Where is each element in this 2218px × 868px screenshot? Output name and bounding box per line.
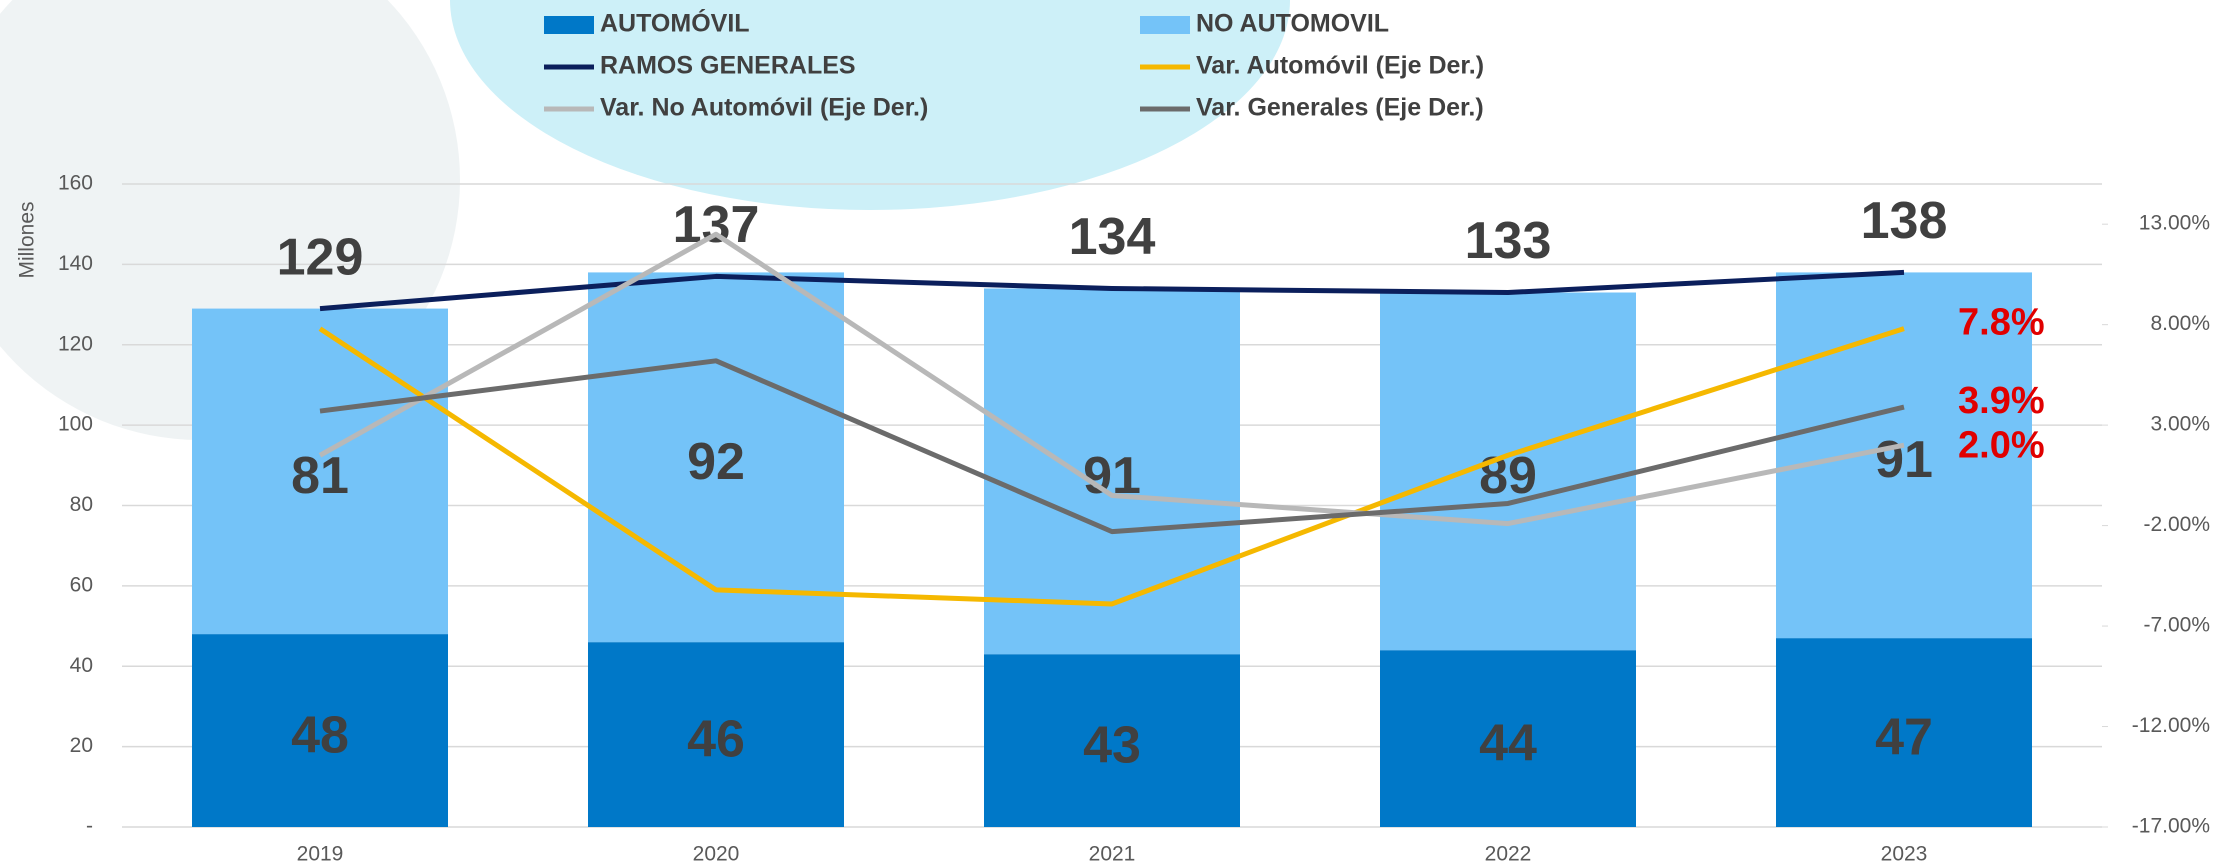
data-label: 3.9% <box>1958 380 2045 422</box>
data-label: 7.8% <box>1958 302 2045 344</box>
data-label: 92 <box>687 433 745 491</box>
x-tick-label: 2020 <box>693 843 740 866</box>
data-label: 137 <box>673 196 760 254</box>
line <box>318 326 1905 607</box>
data-label: 44 <box>1479 714 1537 772</box>
data-label: 46 <box>687 710 745 768</box>
legend-swatch <box>1140 16 1190 34</box>
y-tick-label: 40 <box>70 654 93 677</box>
legend-label: AUTOMÓVIL <box>600 8 750 38</box>
line <box>319 269 1905 312</box>
y-tick-label: 160 <box>58 172 93 195</box>
bar <box>1380 292 1636 651</box>
data-label: 2.0% <box>1958 424 2045 466</box>
background-shape <box>450 0 1290 210</box>
bar <box>588 642 844 827</box>
x-tick-label: 2022 <box>1485 843 1532 866</box>
legend-swatch <box>544 16 594 34</box>
legend-label: RAMOS GENERALES <box>600 52 856 80</box>
data-label: 134 <box>1069 208 1156 266</box>
legend-label: Var. Generales (Eje Der.) <box>1196 94 1484 122</box>
y2-tick-label: -7.00% <box>2143 614 2210 637</box>
y-tick-label: 140 <box>58 252 93 275</box>
y-tick-label: 20 <box>70 734 93 757</box>
legend-label: NO AUTOMOVIL <box>1196 10 1389 38</box>
y2-tick-label: 13.00% <box>2139 212 2210 235</box>
data-label: 47 <box>1875 708 1933 766</box>
bar <box>1776 272 2032 639</box>
y-tick-label: 60 <box>70 573 93 596</box>
y2-tick-label: 3.00% <box>2150 413 2210 436</box>
data-label: 91 <box>1875 431 1933 489</box>
bar <box>588 272 844 643</box>
bar <box>984 654 1240 827</box>
x-tick-label: 2019 <box>297 843 344 866</box>
line <box>318 231 1905 527</box>
x-tick-label: 2021 <box>1089 843 1136 866</box>
data-label: 48 <box>291 706 349 764</box>
data-label: 43 <box>1083 716 1141 774</box>
legend-label: Var. Automóvil (Eje Der.) <box>1196 52 1484 80</box>
bar <box>984 288 1240 655</box>
bar <box>192 308 448 635</box>
y2-tick-label: -17.00% <box>2132 815 2210 838</box>
data-label: 81 <box>291 447 349 505</box>
y-tick-label: 100 <box>58 413 93 436</box>
bar <box>1776 638 2032 827</box>
legend-label: Var. No Automóvil (Eje Der.) <box>600 94 928 122</box>
y2-tick-label: 8.00% <box>2150 312 2210 335</box>
data-label: 133 <box>1465 212 1552 270</box>
bar <box>192 634 448 827</box>
data-label: 129 <box>277 228 364 286</box>
y-tick-label: 120 <box>58 332 93 355</box>
line <box>319 358 1905 535</box>
y-tick-label: - <box>86 815 93 838</box>
y-axis-label: Millones <box>16 201 39 278</box>
bar <box>1380 650 1636 827</box>
data-label: 138 <box>1861 192 1948 250</box>
x-tick-label: 2023 <box>1881 843 1928 866</box>
y-tick-label: 80 <box>70 493 93 516</box>
y2-tick-label: -2.00% <box>2143 513 2210 536</box>
y2-tick-label: -12.00% <box>2132 714 2210 737</box>
